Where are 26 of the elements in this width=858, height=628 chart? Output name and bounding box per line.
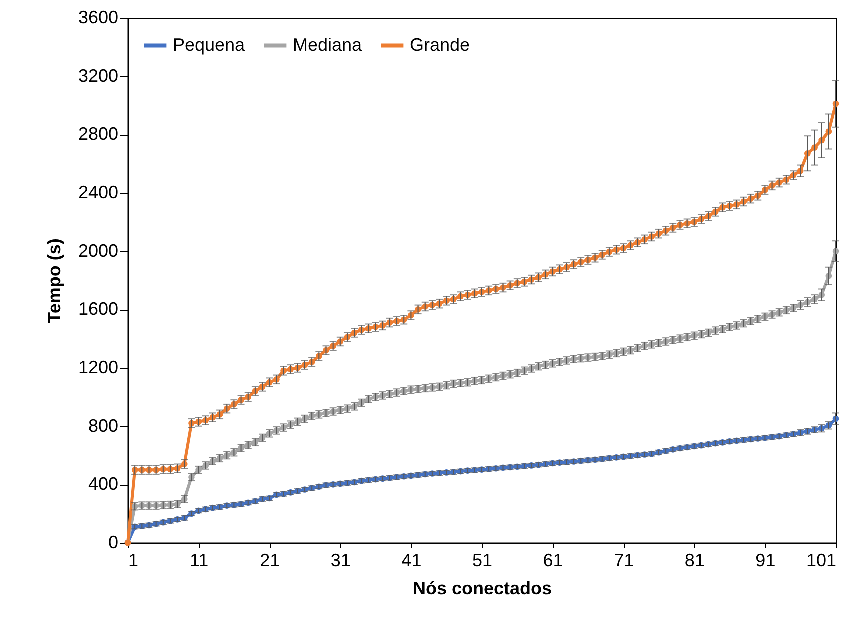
x-tick-label: 11 bbox=[190, 550, 209, 570]
x-tick-label: 41 bbox=[402, 550, 422, 570]
x-tick-label: 31 bbox=[330, 550, 351, 570]
y-axis-title: Tempo (s) bbox=[44, 238, 64, 324]
legend-label: Pequena bbox=[173, 34, 246, 55]
y-tick-label: 1200 bbox=[78, 358, 118, 378]
legend-label: Mediana bbox=[293, 34, 364, 55]
x-tick-label: 61 bbox=[543, 550, 564, 570]
x-tick-label: 21 bbox=[260, 550, 280, 570]
legend-label: Grande bbox=[410, 34, 470, 55]
y-tick-label: 800 bbox=[88, 416, 118, 436]
y-tick-label: 3200 bbox=[78, 66, 118, 86]
y-tick-label: 1600 bbox=[78, 299, 118, 320]
x-axis-title: Nós conectados bbox=[412, 578, 552, 598]
y-tick-label: 2800 bbox=[78, 124, 118, 144]
y-tick-label: 2000 bbox=[78, 240, 118, 261]
y-tick-label: 400 bbox=[88, 474, 118, 494]
x-tick-label: 81 bbox=[684, 550, 705, 570]
x-tick-label: 91 bbox=[756, 550, 776, 570]
x-tick-label: 51 bbox=[472, 550, 493, 570]
x-tick-label: 101 bbox=[806, 550, 836, 570]
x-tick-label: 71 bbox=[614, 550, 634, 570]
y-tick-label: 3600 bbox=[78, 8, 118, 28]
y-tick-label: 2400 bbox=[78, 182, 118, 202]
y-tick-label: 0 bbox=[108, 532, 118, 552]
x-tick-label: 1 bbox=[128, 550, 139, 570]
